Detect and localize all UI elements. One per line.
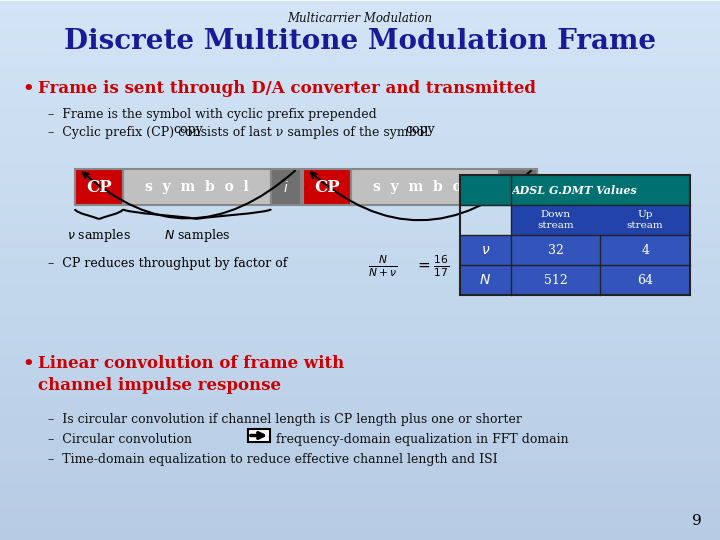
Text: 32: 32 xyxy=(547,244,563,256)
Text: $N$ samples: $N$ samples xyxy=(164,227,230,244)
Text: Up
stream: Up stream xyxy=(627,210,663,230)
Text: –  CP reduces throughput by factor of: – CP reduces throughput by factor of xyxy=(48,257,287,270)
Text: s  y  m  b  o  l: s y m b o l xyxy=(145,180,249,194)
Text: s  y  m  b  o  l: s y m b o l xyxy=(373,180,477,194)
FancyBboxPatch shape xyxy=(351,169,499,205)
Text: –  Is circular convolution if channel length is CP length plus one or shorter: – Is circular convolution if channel len… xyxy=(48,413,522,426)
Text: $i$: $i$ xyxy=(283,179,289,194)
Text: $i$+1: $i$+1 xyxy=(508,180,528,194)
Text: $\nu$ samples: $\nu$ samples xyxy=(67,227,131,244)
FancyBboxPatch shape xyxy=(460,235,690,265)
Text: Multicarrier Modulation: Multicarrier Modulation xyxy=(287,12,433,25)
Text: Discrete Multitone Modulation Frame: Discrete Multitone Modulation Frame xyxy=(64,28,656,55)
Text: ADSL G.DMT Values: ADSL G.DMT Values xyxy=(512,185,638,195)
FancyBboxPatch shape xyxy=(460,265,690,295)
Text: •: • xyxy=(22,80,34,98)
Text: 9: 9 xyxy=(692,514,702,528)
Text: –  Frame is the symbol with cyclic prefix prepended: – Frame is the symbol with cyclic prefix… xyxy=(48,108,377,121)
Text: 512: 512 xyxy=(544,273,567,287)
FancyBboxPatch shape xyxy=(499,169,537,205)
Text: –  Cyclic prefix (CP) consists of last ν samples of the symbol: – Cyclic prefix (CP) consists of last ν … xyxy=(48,126,428,139)
Text: copy: copy xyxy=(405,123,435,136)
Text: copy: copy xyxy=(173,123,203,136)
Text: $\nu$: $\nu$ xyxy=(480,243,490,257)
Text: $N$: $N$ xyxy=(480,273,491,287)
Text: 64: 64 xyxy=(637,273,653,287)
Text: –  Circular convolution: – Circular convolution xyxy=(48,433,192,446)
FancyBboxPatch shape xyxy=(510,205,690,235)
Text: •••: ••• xyxy=(545,177,585,197)
FancyBboxPatch shape xyxy=(248,429,270,442)
Text: •: • xyxy=(22,355,34,373)
FancyBboxPatch shape xyxy=(75,169,123,205)
Text: CP: CP xyxy=(314,179,340,195)
Text: channel impulse response: channel impulse response xyxy=(38,377,281,394)
FancyBboxPatch shape xyxy=(123,169,271,205)
Text: $\frac{N}{N+\nu}$: $\frac{N}{N+\nu}$ xyxy=(368,253,397,279)
Text: CP: CP xyxy=(86,179,112,195)
Text: frequency-domain equalization in FFT domain: frequency-domain equalization in FFT dom… xyxy=(276,433,569,446)
FancyBboxPatch shape xyxy=(303,169,351,205)
FancyBboxPatch shape xyxy=(460,175,690,205)
Text: Down
stream: Down stream xyxy=(537,210,574,230)
Text: 4: 4 xyxy=(641,244,649,256)
Text: Linear convolution of frame with: Linear convolution of frame with xyxy=(38,355,344,372)
Text: Frame is sent through D/A converter and transmitted: Frame is sent through D/A converter and … xyxy=(38,80,536,97)
Text: $=\frac{16}{17}$: $=\frac{16}{17}$ xyxy=(415,253,449,279)
Text: –  Time-domain equalization to reduce effective channel length and ISI: – Time-domain equalization to reduce eff… xyxy=(48,453,498,466)
FancyBboxPatch shape xyxy=(271,169,301,205)
